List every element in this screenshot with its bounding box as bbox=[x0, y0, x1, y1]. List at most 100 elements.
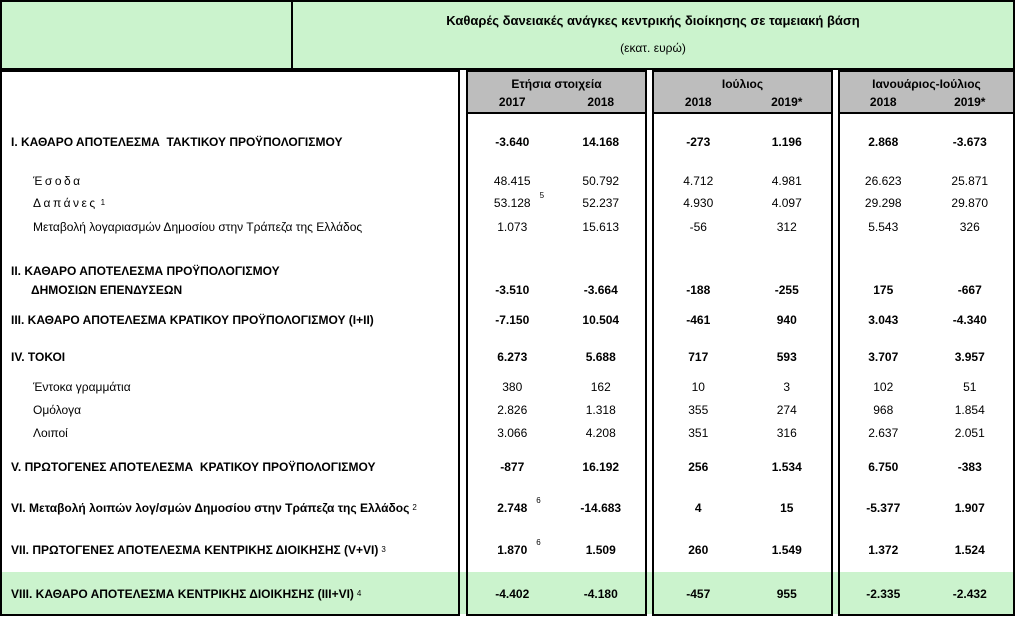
table-row-values: -877 16.192 bbox=[468, 445, 645, 489]
year-header: 2018 bbox=[587, 95, 615, 109]
table-row-values bbox=[654, 240, 831, 279]
value-cell: 2.637 bbox=[868, 426, 899, 440]
table-row-values: 717 593 bbox=[654, 339, 831, 375]
table-row-label: I. ΚΑΘΑΡΟ ΑΠΟΤΕΛΕΣΜΑ ΤΑΚΤΙΚΟΥ ΠΡΟΫΠΟΛΟΓΙ… bbox=[11, 135, 343, 149]
group-years: 2017 2018 bbox=[468, 91, 645, 109]
value-cell: 3.043 bbox=[868, 313, 899, 327]
table-row-label: II. ΚΑΘΑΡΟ ΑΠΟΤΕΛΕΣΜΑ ΠΡΟΫΠΟΛΟΓΙΣΜΟΥ bbox=[11, 264, 280, 278]
table-row-label: Έντοκα γραμμάτια bbox=[33, 379, 131, 394]
value-cell: 3.707 bbox=[868, 350, 899, 364]
value-cell: 2.826 bbox=[497, 402, 528, 417]
value-cell: -3.673 bbox=[952, 135, 987, 149]
group-years: 2018 2019* bbox=[654, 91, 831, 109]
value-cell: -56 bbox=[689, 220, 707, 234]
value-cell: -461 bbox=[686, 313, 711, 327]
annual-data-rowset: -3.640 14.168 48.415 50.792 53.128 5 52.237 1.0… bbox=[468, 114, 645, 615]
table-row-values: 53.128 5 52.237 bbox=[468, 191, 645, 214]
july-rowset: -273 1.196 4.712 4.981 4.930 4.097 -56 312 -188-… bbox=[654, 114, 831, 615]
value-cell: 51 bbox=[963, 379, 977, 394]
row-labels-column: I. ΚΑΘΑΡΟ ΑΠΟΤΕΛΕΣΜΑ ΤΑΚΤΙΚΟΥ ΠΡΟΫΠΟΛΟΓΙ… bbox=[0, 70, 460, 616]
value-cell: 53.128 5 bbox=[493, 191, 545, 210]
table-row-label: ΔΗΜΟΣΙΩΝ ΕΠΕΝΔΥΣΕΩΝ bbox=[31, 283, 183, 297]
table-row-values: 3.707 3.957 bbox=[840, 339, 1013, 375]
table-row-values: 10 3 bbox=[654, 375, 831, 398]
table-row-values: 4.930 4.097 bbox=[654, 192, 831, 214]
january-july-column-group: Ιανουάριος-Ιούλιος 2018 2019* 2.868 -3.67… bbox=[838, 70, 1015, 616]
table-row-values: 4.712 4.981 bbox=[654, 170, 831, 192]
table-row-values: -273 1.196 bbox=[654, 114, 831, 170]
value-cell: -383 bbox=[957, 460, 982, 474]
group-title: Ιούλιος bbox=[721, 77, 764, 91]
value-cell: -2.432 bbox=[952, 587, 987, 601]
value-cell: 4.097 bbox=[771, 196, 802, 210]
value-cell: 5.688 bbox=[585, 350, 616, 364]
value-cell: -4.180 bbox=[583, 587, 618, 601]
value-cell: -4.402 bbox=[495, 587, 530, 601]
table-row-values bbox=[840, 240, 1013, 279]
value-cell: 940 bbox=[776, 313, 797, 327]
value-cell: 717 bbox=[688, 350, 709, 364]
table-row-values: 102 51 bbox=[840, 375, 1013, 398]
value-cell: 326 bbox=[959, 220, 980, 234]
year-header: 2019* bbox=[954, 95, 986, 109]
table-row-values: 6.750 -383 bbox=[840, 445, 1013, 489]
table-row-values: 355 274 bbox=[654, 398, 831, 421]
value-cell: 3.066 bbox=[497, 426, 528, 440]
value-cell: 15.613 bbox=[582, 220, 620, 234]
table-row-values: 175 -667 bbox=[840, 279, 1013, 301]
title-cell: Καθαρές δανειακές ανάγκες κεντρικής διοί… bbox=[293, 2, 1013, 68]
table-row-values: 3.043 -4.340 bbox=[840, 301, 1013, 339]
value-cell: 4.712 bbox=[683, 174, 714, 188]
table-row-values: 2.826 1.318 bbox=[468, 398, 645, 421]
value-cell: 4.981 bbox=[771, 174, 802, 188]
january-july-rowset: 2.868 -3.673 26.623 25.871 29.298 29.870 5.543… bbox=[840, 114, 1013, 615]
table-row-label: III. ΚΑΘΑΡΟ ΑΠΟΤΕΛΕΣΜΑ ΚΡΑΤΙΚΟΥ ΠΡΟΫΠΟΛΟ… bbox=[11, 313, 374, 327]
table-row-values: 1.870 6 1.509 bbox=[468, 527, 645, 573]
value-cell: 25.871 bbox=[951, 174, 989, 188]
value-cell: 52.237 bbox=[582, 196, 620, 210]
table-row-values: 48.415 50.792 bbox=[468, 170, 645, 192]
value-cell: 26.623 bbox=[864, 174, 902, 188]
value-cell: 312 bbox=[776, 220, 797, 234]
value-cell: -5.377 bbox=[866, 501, 901, 515]
table-row-values: 3.066 4.208 bbox=[468, 421, 645, 445]
table-row-values: 968 1.854 bbox=[840, 398, 1013, 421]
table-row-label: Δαπάνες 1 bbox=[33, 196, 108, 210]
table-row-label: VIII. ΚΑΘΑΡΟ ΑΠΟΤΕΛΕΣΜΑ ΚΕΝΤΡΙΚΗΣ ΔΙΟΙΚΗ… bbox=[11, 587, 362, 601]
table-row-label: Έσοδα bbox=[33, 174, 83, 188]
value-cell: 1.509 bbox=[585, 543, 616, 557]
value-cell: 1.372 bbox=[868, 543, 899, 557]
year-header: 2018 bbox=[684, 95, 712, 109]
value-cell: 10 bbox=[691, 379, 705, 394]
table-row-values: 5.543 326 bbox=[840, 214, 1013, 240]
table-row-label: IV. ΤΟΚΟΙ bbox=[11, 350, 66, 364]
value-cell: 1.854 bbox=[954, 402, 985, 417]
value-cell: -457 bbox=[686, 587, 711, 601]
value-cell: 6.750 bbox=[868, 460, 899, 474]
value-cell: -3.640 bbox=[495, 135, 530, 149]
table-row-values: 260 1.549 bbox=[654, 527, 831, 573]
value-cell: 4.208 bbox=[585, 426, 616, 440]
value-cell: 162 bbox=[590, 379, 611, 394]
table-row-values: -461 940 bbox=[654, 301, 831, 339]
year-header: 2017 bbox=[498, 95, 526, 109]
value-cell: 4.930 bbox=[683, 196, 714, 210]
value-cell: -273 bbox=[686, 135, 711, 149]
table-row-values: -7.150 10.504 bbox=[468, 301, 645, 339]
value-cell: 1.907 bbox=[954, 501, 985, 515]
value-cell: 260 bbox=[688, 543, 709, 557]
value-cell: -3.664 bbox=[583, 283, 618, 297]
value-cell: 175 bbox=[873, 283, 894, 297]
table-row-values: -3.640 14.168 bbox=[468, 114, 645, 170]
value-cell: 1.318 bbox=[585, 402, 616, 417]
table-row-values: -3.510 -3.664 bbox=[468, 279, 645, 301]
table-title: Καθαρές δανειακές ανάγκες κεντρικής διοί… bbox=[446, 13, 860, 28]
value-cell: 1.534 bbox=[771, 460, 802, 474]
group-years: 2018 2019* bbox=[840, 91, 1013, 109]
table-row-values: 1.073 15.613 bbox=[468, 214, 645, 240]
table-row-values: 256 1.534 bbox=[654, 445, 831, 489]
table-row-label: Ομόλογα bbox=[33, 402, 82, 417]
value-cell: 1.870 6 bbox=[497, 538, 541, 557]
table-subtitle: (εκατ. ευρώ) bbox=[620, 41, 686, 55]
